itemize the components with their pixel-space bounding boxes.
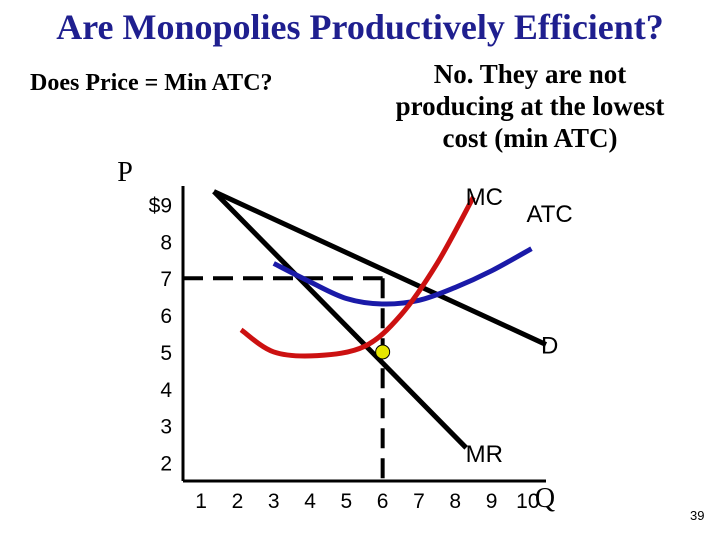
slide-number: 39 <box>690 508 705 523</box>
x-tick-label: 1 <box>195 490 207 513</box>
atc-curve <box>272 246 533 307</box>
x-tick-label: 9 <box>486 490 498 513</box>
marginal-revenue-line <box>212 189 468 450</box>
x-tick-label: 2 <box>232 490 244 513</box>
x-tick-label: 7 <box>413 490 425 513</box>
y-tick-label: 8 <box>160 231 172 254</box>
x-tick-label: 5 <box>341 490 353 513</box>
answer-line-2: producing at the lowest <box>395 91 665 121</box>
y-tick-label: 5 <box>160 342 172 365</box>
y-tick-label: 3 <box>160 416 172 439</box>
y-tick-label: 4 <box>160 379 172 402</box>
demand-label: D <box>541 333 558 360</box>
answer-text: No. They are not producing at the lowest… <box>360 58 700 154</box>
y-axis-label: P <box>117 157 133 188</box>
x-tick-label: 3 <box>268 490 280 513</box>
answer-line-3: cost (min ATC) <box>442 123 618 153</box>
y-tick-label: 2 <box>160 453 172 476</box>
answer-line-1: No. They are not <box>433 59 627 89</box>
y-tick-label: 6 <box>160 305 172 328</box>
profit-max-point <box>375 344 391 360</box>
page-title: Are Monopolies Productively Efficient? <box>56 7 664 47</box>
demand-line <box>212 189 548 347</box>
y-tick-label: $9 <box>149 194 172 217</box>
mc-label: MC <box>466 184 503 211</box>
y-tick-label: 7 <box>160 268 172 291</box>
mc-curve <box>239 195 476 359</box>
mr-label: MR <box>466 441 503 468</box>
question-text: Does Price = Min ATC? <box>30 70 273 96</box>
x-tick-label: 8 <box>449 490 461 513</box>
atc-label: ATC <box>527 201 573 228</box>
x-tick-label: 10 <box>516 490 539 513</box>
x-tick-label: 4 <box>304 490 316 513</box>
x-axis-label: Q <box>535 483 555 514</box>
x-tick-label: 6 <box>377 490 389 513</box>
